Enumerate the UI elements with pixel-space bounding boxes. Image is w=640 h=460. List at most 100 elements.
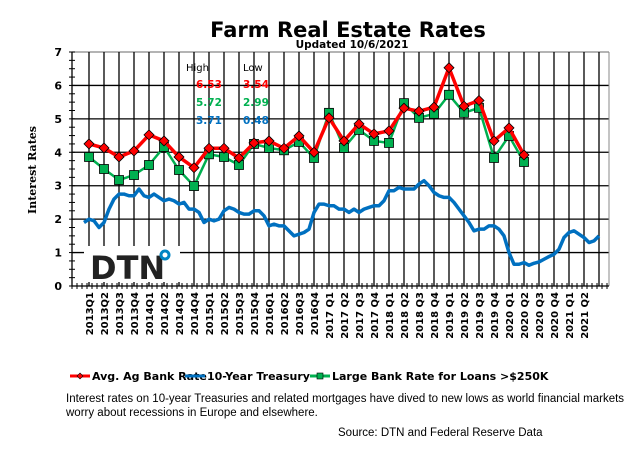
legend-item: Avg. Ag Bank Rate (70, 370, 207, 383)
y-axis-label: Interest Rates (26, 126, 39, 214)
x-tick-label: 2020 Q3 (535, 292, 546, 339)
data-point-square (189, 181, 199, 191)
y-tick-label: 1 (54, 247, 62, 260)
stats-box: High Low 6.53 3.54 5.72 2.99 3.71 0.48 (186, 63, 269, 127)
x-tick-labels: 2013Q1 2013Q2 2013Q3 2013Q4 2014Q1 2014Q2 2014… (85, 292, 591, 339)
y-tick-label: 6 (54, 79, 62, 92)
legend-label: Avg. Ag Bank Rate (92, 370, 207, 383)
data-point-diamond (323, 112, 335, 124)
data-point-square (99, 164, 109, 174)
source-text: Source: DTN and Federal Reserve Data (338, 427, 543, 439)
chart-note: Interest rates on 10-year Treasuries and… (66, 393, 625, 419)
x-tick-label: 2016Q1 (265, 292, 276, 335)
legend-label: 10-Year Treasury (207, 370, 310, 383)
stats-low-value: 2.99 (243, 97, 269, 109)
data-point-diamond (233, 152, 245, 164)
series-10-year-treasury (83, 178, 601, 268)
x-tick-label: 2013Q3 (115, 292, 126, 335)
data-point-square (129, 170, 139, 180)
x-tick-label: 2015Q2 (220, 292, 231, 335)
data-point-diamond (98, 142, 110, 154)
data-point-diamond (308, 146, 320, 158)
y-tick-label: 7 (54, 46, 62, 59)
legend-label: Large Bank Rate for Loans >$250K (332, 370, 549, 383)
data-point-diamond (293, 130, 305, 142)
data-point-diamond (203, 142, 215, 154)
x-tick-label: 2017 Q2 (340, 292, 351, 339)
x-tick-label: 2018 Q4 (430, 292, 441, 339)
data-point-diamond (488, 135, 500, 147)
stats-high-value: 6.53 (196, 79, 222, 91)
data-point-square (444, 89, 454, 100)
data-point-diamond (443, 62, 455, 74)
x-tick-label: 2018 Q1 (385, 292, 396, 339)
x-tick-label: 2014Q3 (175, 292, 186, 335)
y-tick-labels: 0 1 2 3 4 5 6 7 (54, 46, 62, 293)
series-avg-ag-bank-rate (83, 62, 530, 174)
data-point-diamond (158, 135, 170, 147)
x-tick-label: 2017 Q3 (355, 292, 366, 339)
data-point-diamond (368, 128, 380, 140)
x-tick-label: 2014Q1 (145, 292, 156, 335)
dtn-logo: DTN (84, 246, 180, 287)
stats-high-value: 5.72 (196, 97, 222, 109)
x-tick-label: 2016Q3 (295, 292, 306, 335)
data-point-diamond (503, 122, 515, 134)
x-tick-label: 2016Q4 (310, 292, 321, 335)
data-point-diamond (458, 100, 470, 112)
x-tick-label: 2018 Q3 (415, 292, 426, 339)
series-layer (83, 62, 601, 268)
data-point-square (384, 138, 394, 148)
legend-item: 10-Year Treasury (185, 370, 310, 383)
axes (69, 51, 609, 289)
y-tick-label: 3 (54, 180, 62, 193)
data-point-square (489, 153, 499, 163)
x-tick-label: 2020 Q1 (505, 292, 516, 339)
data-point-diamond (113, 151, 125, 163)
chart-title: Farm Real Estate Rates (210, 18, 486, 42)
data-point-square (174, 165, 184, 175)
data-point-diamond (188, 162, 200, 174)
x-tick-label: 2019 Q4 (490, 292, 501, 339)
data-point-diamond (413, 105, 425, 117)
x-tick-label: 2021 Q1 (565, 292, 576, 339)
x-tick-label: 2020 Q4 (550, 292, 561, 339)
data-point-diamond (263, 135, 275, 147)
x-tick-label: 2020 Q2 (520, 292, 531, 339)
stats-low-value: 3.54 (243, 79, 269, 91)
y-tick-label: 2 (54, 213, 62, 226)
x-tick-label: 2014Q2 (160, 292, 171, 335)
x-tick-label: 2015Q3 (235, 292, 246, 335)
data-point-diamond (173, 151, 185, 163)
data-point-square (84, 152, 94, 162)
data-point-diamond (398, 102, 410, 114)
data-point-diamond (473, 94, 485, 107)
data-point-diamond (383, 125, 395, 137)
legend-diamond-icon (76, 372, 84, 380)
series-line (88, 93, 526, 188)
x-tick-label: 2021 Q2 (580, 292, 591, 339)
legend: Avg. Ag Bank Rate 10-Year Treasury Large B… (70, 370, 549, 383)
x-tick-label: 2013Q1 (85, 292, 96, 335)
x-tick-label: 2014Q4 (190, 292, 201, 335)
dtn-logo-ring-icon (159, 249, 171, 261)
data-point-diamond (518, 149, 530, 161)
x-tick-label: 2017 Q1 (325, 292, 336, 339)
y-tick-label: 4 (54, 146, 62, 159)
data-point-diamond (353, 118, 365, 130)
x-tick-label: 2013Q4 (130, 292, 141, 335)
y-tick-label: 0 (54, 280, 62, 293)
data-point-diamond (248, 137, 260, 149)
x-tick-label: 2018 Q2 (400, 292, 411, 339)
x-tick-label: 2015Q1 (205, 292, 216, 335)
data-point-square (144, 160, 154, 170)
data-point-diamond (338, 135, 350, 147)
x-tick-label: 2016Q2 (280, 292, 291, 335)
series-line (83, 178, 601, 268)
x-tick-label: 2019 Q1 (445, 292, 456, 339)
data-point-diamond (428, 101, 440, 113)
data-point-square (114, 175, 124, 185)
x-tick-label: 2013Q2 (100, 292, 111, 335)
legend-square-icon (316, 372, 324, 380)
